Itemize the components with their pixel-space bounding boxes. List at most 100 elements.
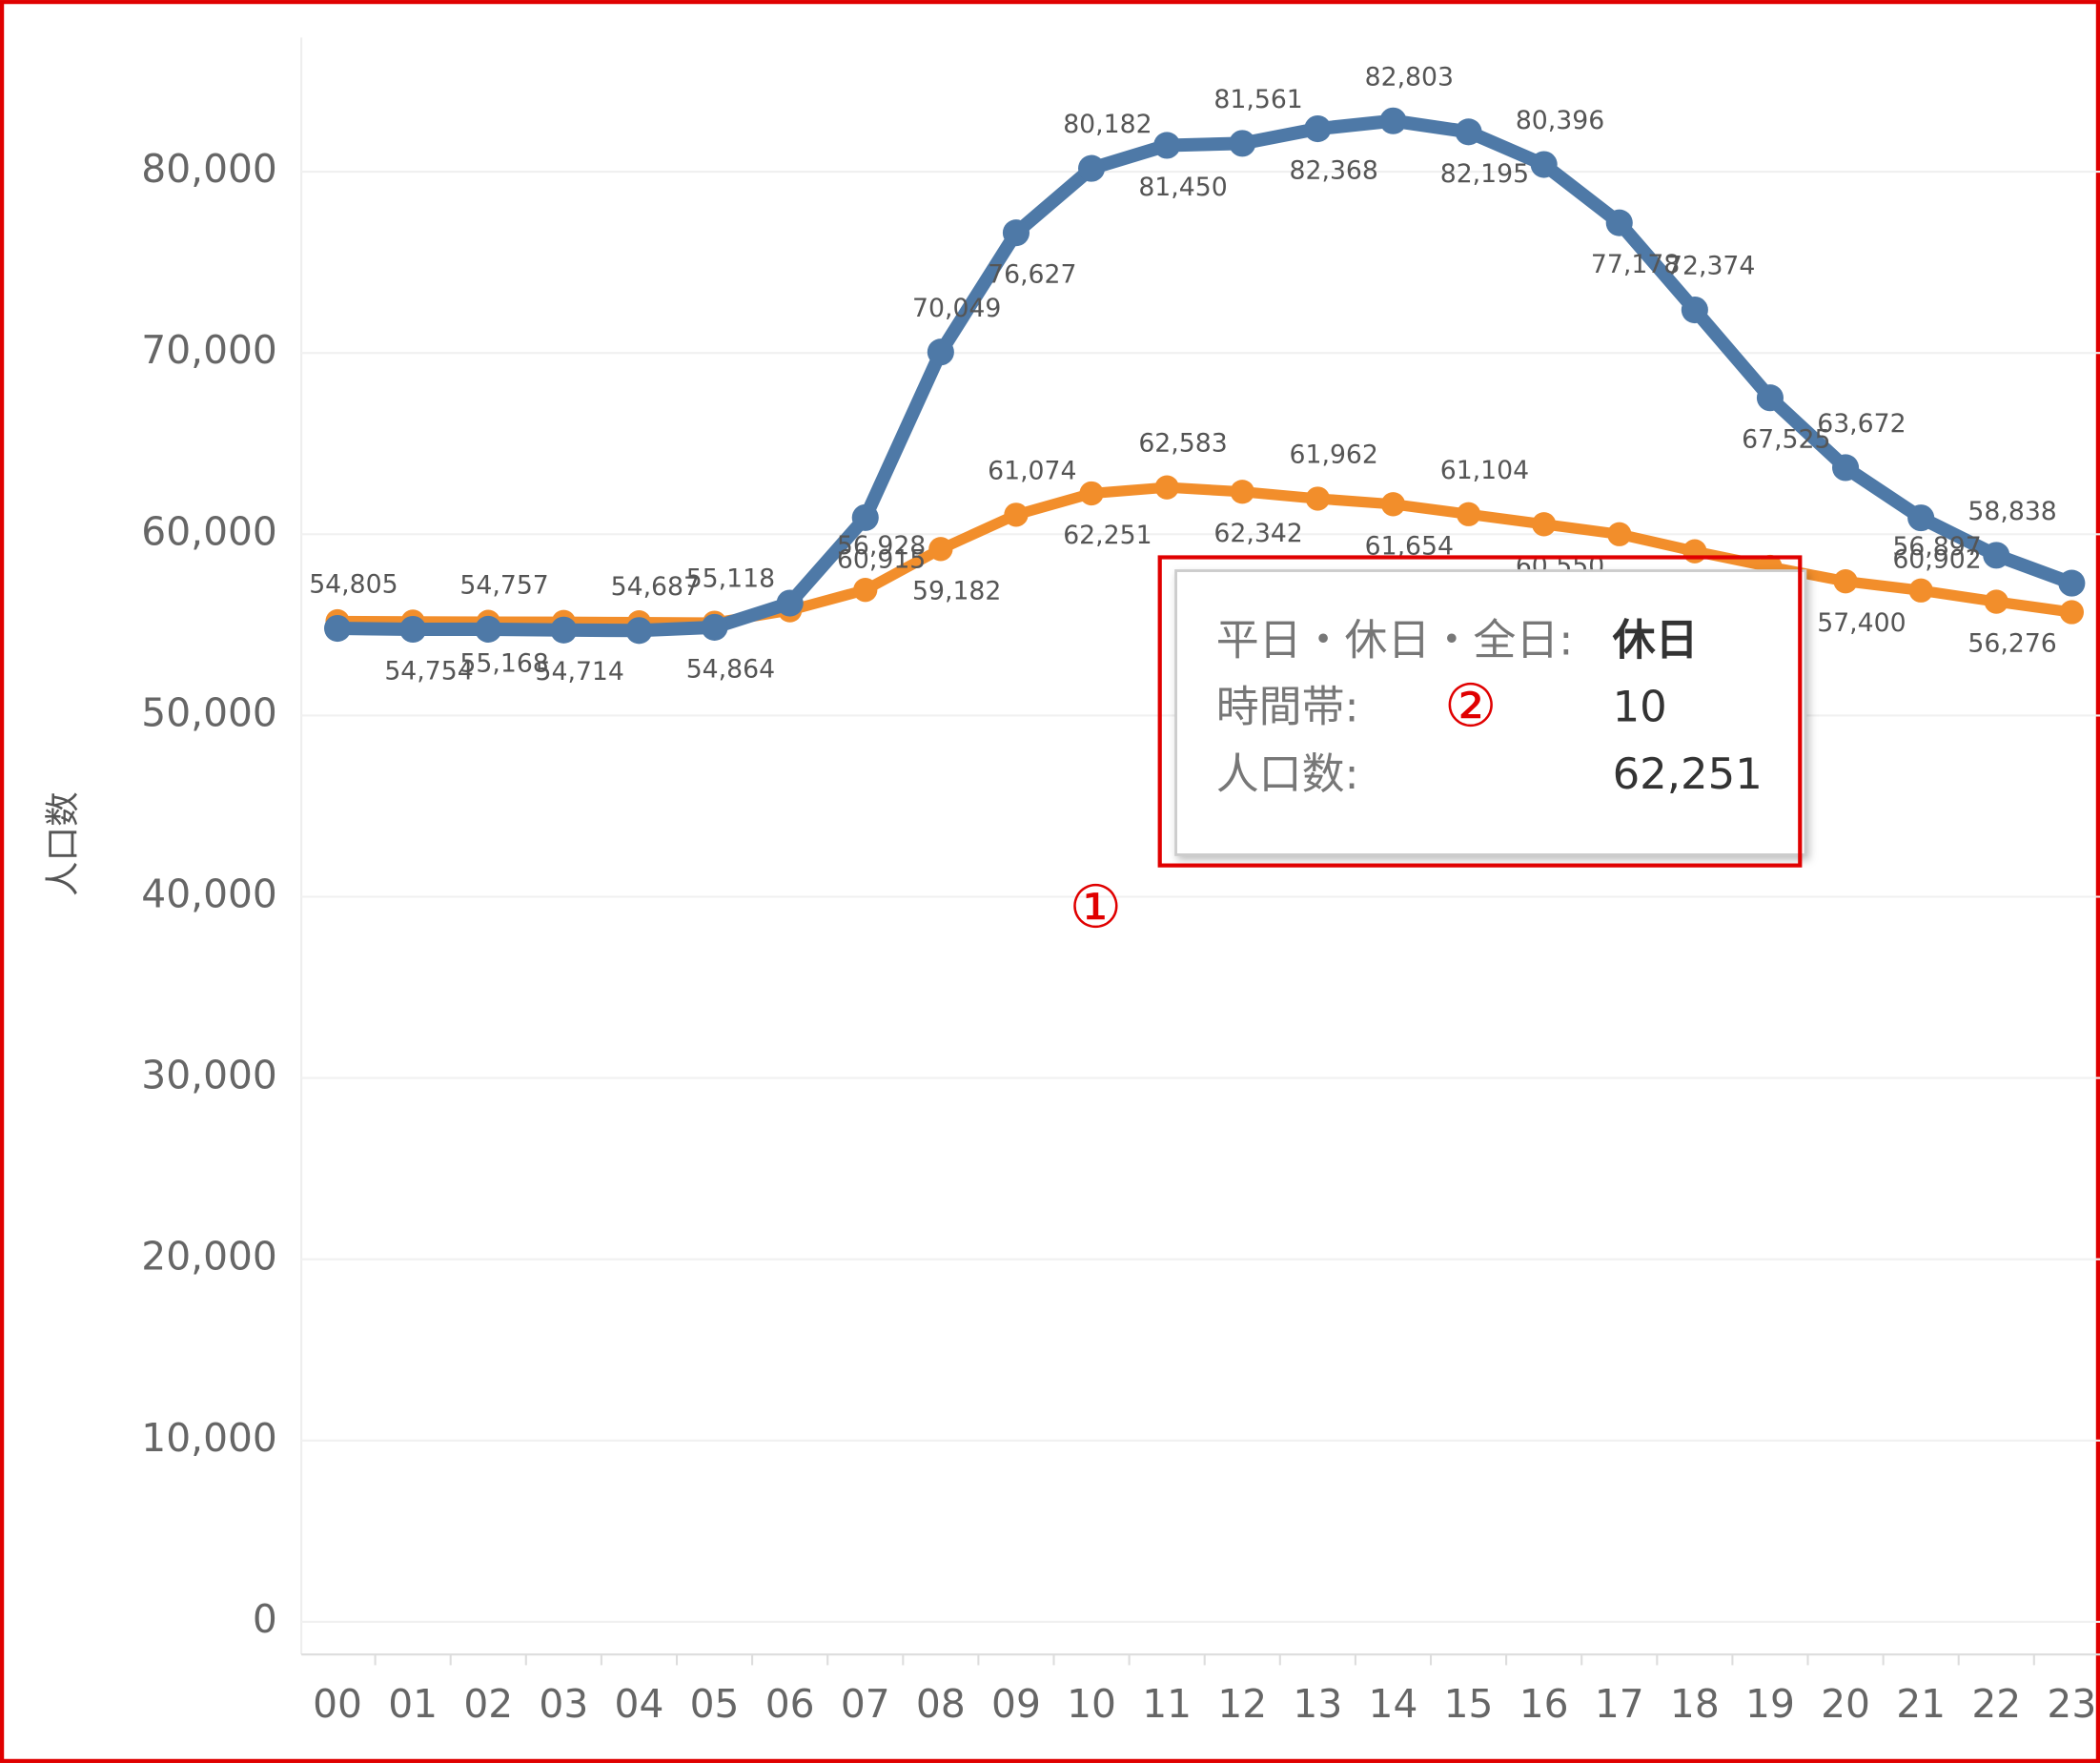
x-tick-label: 08 bbox=[916, 1681, 966, 1727]
annotation: ① bbox=[1070, 872, 1122, 941]
data-label: 55,118 bbox=[686, 564, 775, 594]
tooltip-value: 62,251 bbox=[1613, 748, 1763, 799]
data-point bbox=[927, 338, 954, 366]
highlight-frame bbox=[1157, 555, 1803, 868]
data-label: 67,525 bbox=[1742, 425, 1830, 455]
tooltip-value: 10 bbox=[1613, 682, 1667, 732]
data-label: 61,074 bbox=[988, 456, 1076, 485]
data-label: 62,583 bbox=[1138, 429, 1227, 459]
data-label: 72,374 bbox=[1666, 252, 1755, 281]
data-point bbox=[928, 537, 953, 562]
data-label: 80,396 bbox=[1516, 106, 1604, 135]
data-label: 56,928 bbox=[837, 531, 926, 561]
data-point bbox=[550, 616, 578, 644]
data-point bbox=[1304, 114, 1332, 143]
data-point bbox=[1456, 502, 1481, 526]
data-label: 62,251 bbox=[1063, 521, 1152, 550]
data-label: 82,368 bbox=[1290, 155, 1378, 185]
y-tick-label: 20,000 bbox=[141, 1234, 277, 1280]
data-label: 82,803 bbox=[1365, 62, 1454, 92]
x-tick-label: 03 bbox=[539, 1681, 588, 1727]
data-point bbox=[1532, 512, 1557, 537]
y-tick-label: 40,000 bbox=[141, 871, 277, 916]
y-tick-label: 60,000 bbox=[141, 508, 277, 554]
data-point bbox=[1607, 522, 1632, 546]
data-point bbox=[324, 614, 352, 643]
y-tick-label: 0 bbox=[253, 1596, 277, 1642]
data-label: 56,276 bbox=[1967, 629, 2056, 659]
x-tick-label: 11 bbox=[1142, 1681, 1192, 1727]
data-point bbox=[1153, 132, 1181, 159]
x-tick-label: 15 bbox=[1444, 1681, 1494, 1727]
data-label: 63,672 bbox=[1817, 409, 1906, 439]
x-tick-label: 14 bbox=[1369, 1681, 1418, 1727]
annotation: ② bbox=[1444, 672, 1497, 741]
x-tick-label: 22 bbox=[1971, 1681, 2021, 1727]
data-point bbox=[776, 589, 804, 617]
x-tick-label: 16 bbox=[1519, 1681, 1569, 1727]
data-label: 61,104 bbox=[1440, 456, 1529, 485]
data-label: 54,757 bbox=[459, 570, 548, 600]
data-point bbox=[701, 613, 728, 641]
data-point bbox=[1682, 539, 1707, 564]
data-label: 60,915 bbox=[837, 544, 926, 574]
tooltip: 平日・休日・全日: 休日 時間帯: 10 人口数: 62,251 bbox=[1157, 555, 1807, 868]
data-point bbox=[1230, 480, 1254, 504]
data-point bbox=[1908, 578, 1933, 603]
tooltip-box bbox=[1174, 569, 1807, 856]
y-tick-label: 70,000 bbox=[141, 327, 277, 373]
data-label: 61,962 bbox=[1290, 441, 1378, 470]
tooltip-label: 時間帯: bbox=[1216, 682, 1359, 732]
data-label: 54,714 bbox=[536, 657, 624, 687]
data-point bbox=[625, 617, 653, 645]
data-label: 56,897 bbox=[1892, 532, 1981, 562]
x-tick-label: 07 bbox=[841, 1681, 890, 1727]
data-point bbox=[1379, 107, 1407, 134]
data-label: 80,182 bbox=[1063, 110, 1152, 139]
data-point bbox=[1229, 130, 1256, 157]
x-tick-label: 18 bbox=[1670, 1681, 1720, 1727]
data-point bbox=[1079, 481, 1104, 506]
tooltip-label: 平日・休日・全日: bbox=[1216, 614, 1574, 665]
y-tick-label: 10,000 bbox=[141, 1415, 277, 1461]
x-tick-label: 10 bbox=[1067, 1681, 1116, 1727]
data-label: 60,902 bbox=[1892, 545, 1981, 575]
data-label: 81,561 bbox=[1213, 85, 1302, 114]
data-label: 59,182 bbox=[912, 576, 1001, 605]
x-tick-label: 06 bbox=[765, 1681, 815, 1727]
data-label: 54,864 bbox=[686, 654, 775, 684]
data-label: 62,342 bbox=[1213, 519, 1302, 548]
y-axis-label: 人口数 bbox=[42, 791, 83, 896]
data-point bbox=[851, 503, 879, 531]
data-point bbox=[1305, 486, 1330, 511]
x-tick-label: 09 bbox=[991, 1681, 1041, 1727]
data-label: 54,687 bbox=[611, 572, 700, 602]
x-tick-label: 12 bbox=[1217, 1681, 1267, 1727]
x-tick-label: 17 bbox=[1595, 1681, 1644, 1727]
data-point bbox=[1455, 118, 1482, 146]
x-tick-label: 05 bbox=[690, 1681, 740, 1727]
y-tick-label: 80,000 bbox=[141, 146, 277, 192]
data-point bbox=[1078, 154, 1106, 182]
data-label: 77,178 bbox=[1591, 250, 1680, 279]
y-tick-label: 50,000 bbox=[141, 689, 277, 735]
data-label: 82,195 bbox=[1440, 159, 1529, 189]
tooltip-value: 休日 bbox=[1612, 614, 1699, 665]
x-tick-label: 21 bbox=[1896, 1681, 1946, 1727]
data-point bbox=[1530, 151, 1558, 178]
data-label: 55,168 bbox=[459, 649, 548, 679]
x-tick-label: 19 bbox=[1745, 1681, 1795, 1727]
series-line bbox=[332, 482, 2077, 628]
data-point bbox=[1002, 219, 1030, 247]
x-tick-label: 20 bbox=[1821, 1681, 1870, 1727]
data-point bbox=[2059, 600, 2084, 625]
data-point bbox=[1004, 502, 1029, 527]
data-point bbox=[1984, 589, 2008, 614]
data-label: 57,400 bbox=[1817, 608, 1906, 638]
data-point bbox=[1832, 454, 1860, 482]
data-point bbox=[1756, 384, 1784, 412]
data-point bbox=[475, 615, 502, 644]
